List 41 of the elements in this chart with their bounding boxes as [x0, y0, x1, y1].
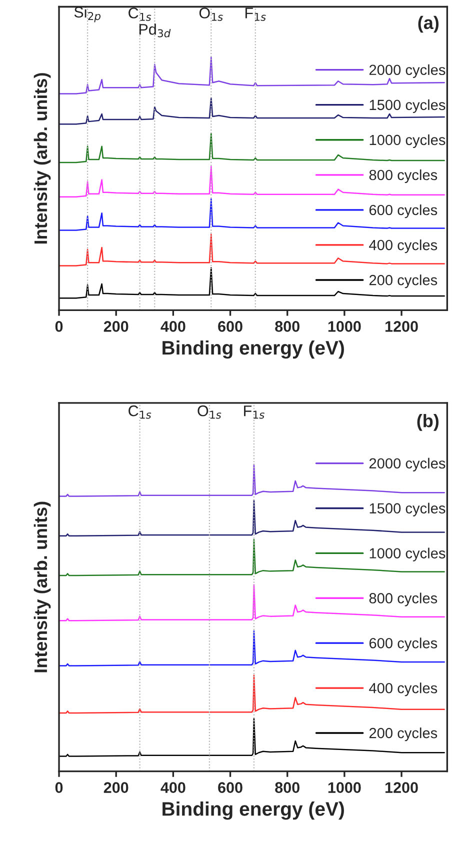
x-tick-label: 1200: [385, 321, 418, 332]
legend-label: 400 cycles: [369, 682, 438, 696]
x-tick-label: 1000: [328, 321, 361, 332]
legend-label: 1500 cycles: [370, 99, 446, 113]
x-axis-title: Binding energy (eV): [162, 802, 344, 820]
legend-label: 600 cycles: [369, 638, 438, 652]
ref-line-label: Pd$_{3d}$: [139, 24, 171, 38]
x-tick-label: 200: [104, 782, 128, 793]
legend-label: 2000 cycles: [369, 64, 446, 78]
legend-label: 1000 cycles: [370, 548, 446, 562]
x-tick-label: 600: [218, 782, 242, 793]
x-axis-title: Binding energy (eV): [162, 340, 344, 359]
x-tick-label: 0: [55, 782, 63, 793]
x-tick-label: 1200: [385, 782, 418, 793]
legend-label: 1500 cycles: [370, 502, 446, 516]
y-axis-title: Intensity (arb. units): [34, 73, 51, 244]
legend-label: 600 cycles: [369, 204, 438, 218]
legend-label: 2000 cycles: [369, 458, 446, 472]
ref-line-label: C$_{1s}$: [128, 8, 152, 21]
x-tick-label: 400: [160, 321, 186, 332]
x-tick-label: 800: [275, 782, 300, 793]
y-axis-title: Intensity (arb. units): [34, 502, 51, 672]
x-tick-label: 200: [104, 321, 128, 332]
x-tick-label: 1000: [328, 782, 361, 793]
legend-label: 800 cycles: [369, 592, 438, 606]
legend-label: 1000 cycles: [370, 134, 446, 148]
legend-label: 400 cycles: [369, 240, 438, 254]
ref-line-label: F$_{1s}$: [245, 8, 266, 21]
legend-label: 200 cycles: [369, 274, 438, 288]
legend-label: 200 cycles: [369, 728, 438, 742]
ref-line-label: O$_{1s}$: [198, 405, 222, 419]
ref-line-label: O$_{1s}$: [199, 8, 223, 21]
text: (b): [417, 414, 439, 431]
x-tick-label: 600: [218, 321, 242, 332]
x-tick-label: 800: [275, 321, 300, 332]
x-tick-label: 0: [55, 321, 63, 332]
ref-line-label: F$_{1s}$: [244, 406, 264, 419]
legend-label: 800 cycles: [369, 169, 438, 184]
text: (a): [418, 16, 439, 33]
x-tick-label: 400: [160, 782, 186, 793]
ref-line-label: C$_{1s}$: [128, 405, 152, 419]
